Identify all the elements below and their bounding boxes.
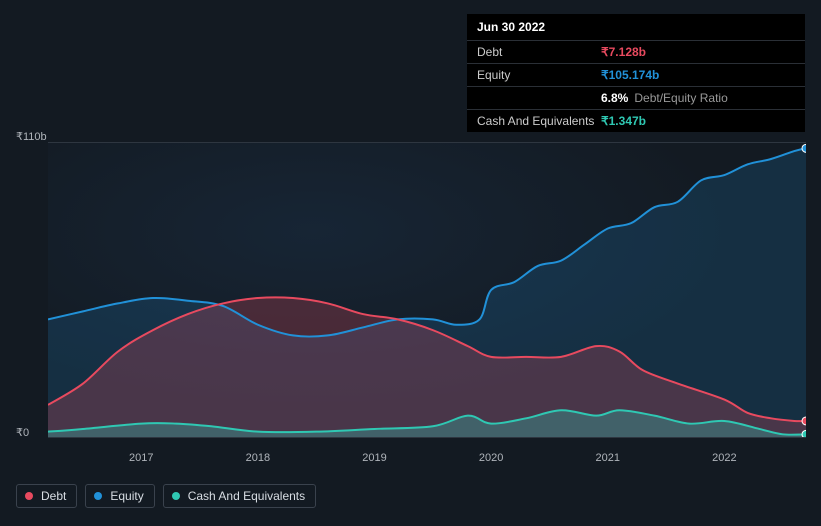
tooltip-suffix: Debt/Equity Ratio bbox=[634, 91, 727, 105]
tooltip-value: 6.8% bbox=[601, 91, 628, 105]
x-axis-label: 2022 bbox=[712, 452, 736, 464]
tooltip-row: Equity₹105.174b bbox=[467, 63, 805, 86]
legend-item-equity[interactable]: Equity bbox=[85, 484, 154, 508]
tooltip-label: Equity bbox=[477, 68, 601, 82]
chart-tooltip: Jun 30 2022 Debt₹7.128bEquity₹105.174b6.… bbox=[467, 14, 805, 132]
chart-legend: Debt Equity Cash And Equivalents bbox=[16, 484, 316, 508]
tooltip-row: 6.8% Debt/Equity Ratio bbox=[467, 86, 805, 109]
legend-label: Debt bbox=[41, 489, 66, 503]
tooltip-label: Cash And Equivalents bbox=[477, 114, 601, 128]
legend-label: Equity bbox=[110, 489, 143, 503]
debt-equity-chart[interactable]: ₹110b ₹0 2017 2018 2019 2020 2021 2022 bbox=[16, 124, 806, 469]
tooltip-value: ₹7.128b bbox=[601, 45, 646, 59]
legend-dot-icon bbox=[172, 492, 180, 500]
tooltip-value: ₹105.174b bbox=[601, 68, 659, 82]
legend-item-debt[interactable]: Debt bbox=[16, 484, 77, 508]
tooltip-date: Jun 30 2022 bbox=[467, 14, 805, 40]
legend-label: Cash And Equivalents bbox=[188, 489, 305, 503]
x-axis-label: 2017 bbox=[129, 452, 153, 464]
x-axis-label: 2019 bbox=[362, 452, 386, 464]
tooltip-label: Debt bbox=[477, 45, 601, 59]
legend-item-cash-and-equivalents[interactable]: Cash And Equivalents bbox=[163, 484, 316, 508]
x-axis-label: 2020 bbox=[479, 452, 503, 464]
series-marker bbox=[802, 417, 806, 425]
tooltip-row: Debt₹7.128b bbox=[467, 40, 805, 63]
series-marker bbox=[802, 144, 806, 152]
x-axis-label: 2018 bbox=[246, 452, 270, 464]
x-axis-label: 2021 bbox=[596, 452, 620, 464]
legend-dot-icon bbox=[25, 492, 33, 500]
chart-plot[interactable] bbox=[48, 142, 806, 438]
legend-dot-icon bbox=[94, 492, 102, 500]
y-axis-label: ₹0 bbox=[16, 426, 29, 439]
tooltip-row: Cash And Equivalents₹1.347b bbox=[467, 109, 805, 132]
tooltip-label bbox=[477, 91, 601, 105]
tooltip-value: ₹1.347b bbox=[601, 114, 646, 128]
y-axis-label: ₹110b bbox=[16, 130, 47, 143]
